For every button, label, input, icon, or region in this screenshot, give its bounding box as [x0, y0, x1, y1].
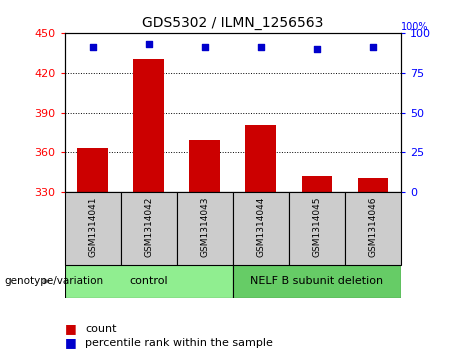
Title: GDS5302 / ILMN_1256563: GDS5302 / ILMN_1256563: [142, 16, 324, 30]
Point: [145, 41, 152, 47]
Bar: [345, 192, 401, 265]
Point: [369, 44, 377, 50]
Text: ■: ■: [65, 337, 76, 350]
Text: GSM1314044: GSM1314044: [256, 197, 266, 257]
Text: GSM1314045: GSM1314045: [313, 197, 321, 257]
Bar: [301, 176, 332, 192]
Point: [89, 44, 96, 50]
Point: [257, 44, 265, 50]
Bar: [177, 192, 233, 265]
Text: 100%: 100%: [401, 22, 429, 32]
Text: GSM1314041: GSM1314041: [88, 197, 97, 257]
Bar: [233, 265, 401, 298]
Text: ■: ■: [65, 322, 76, 335]
Bar: [358, 178, 389, 192]
Text: GSM1314042: GSM1314042: [144, 197, 153, 257]
Bar: [65, 265, 233, 298]
Bar: [65, 192, 121, 265]
Text: GSM1314043: GSM1314043: [200, 197, 209, 257]
Bar: [77, 148, 108, 192]
Bar: [121, 192, 177, 265]
Text: percentile rank within the sample: percentile rank within the sample: [85, 338, 273, 348]
Bar: [289, 192, 345, 265]
Text: NELF B subunit deletion: NELF B subunit deletion: [250, 276, 384, 286]
Point: [201, 44, 208, 50]
Bar: [233, 192, 289, 265]
Text: count: count: [85, 323, 117, 334]
Text: control: control: [130, 276, 168, 286]
Bar: [189, 140, 220, 192]
Bar: [133, 59, 164, 192]
Text: genotype/variation: genotype/variation: [5, 276, 104, 286]
Text: GSM1314046: GSM1314046: [368, 197, 378, 257]
Point: [313, 46, 321, 52]
Bar: [245, 125, 276, 192]
